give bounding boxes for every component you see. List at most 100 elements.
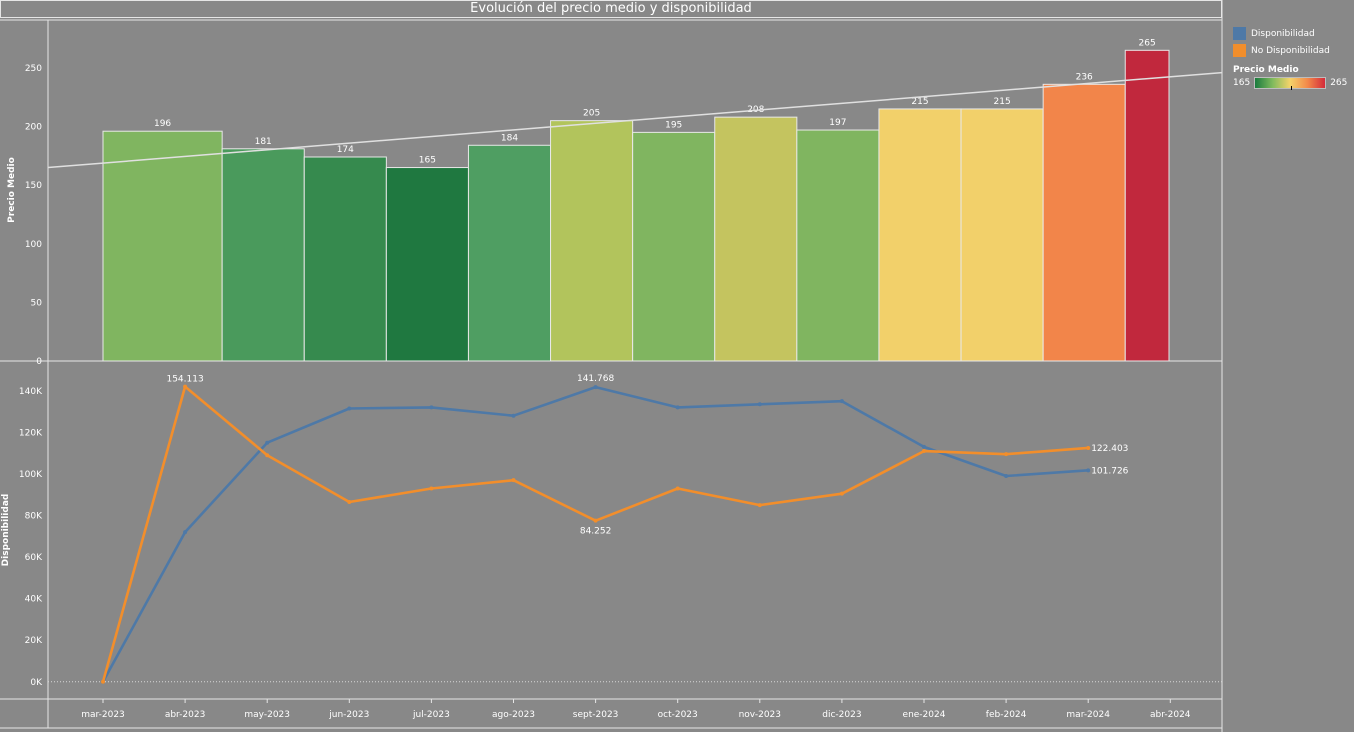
legend-item-availability[interactable]: Disponibilidad — [1233, 25, 1354, 42]
availability-point — [757, 402, 762, 407]
trend-line — [47, 71, 1223, 169]
availability-data-label: 101.726 — [1091, 466, 1128, 476]
no-availability-point — [839, 491, 844, 496]
no-availability-point — [101, 679, 105, 684]
no-availability-point — [183, 384, 188, 389]
x-tick-label: jul-2023 — [412, 710, 450, 720]
price-bar-label: 197 — [829, 118, 846, 128]
no-availability-point — [1086, 445, 1091, 450]
price-y-tick-label: 100 — [25, 240, 42, 250]
x-tick-label: sept-2023 — [573, 710, 619, 720]
x-tick-label: oct-2023 — [658, 710, 698, 720]
price-y-tick-label: 150 — [25, 181, 42, 191]
price-bar-labels: 196181174165184205195208197215215236265 — [154, 38, 1156, 165]
price-bar — [632, 131, 716, 362]
x-tick-label: abr-2024 — [1150, 710, 1191, 720]
price-bar-label: 196 — [154, 119, 171, 129]
x-tick-label: dic-2023 — [822, 710, 861, 720]
availability-data-label: 154.113 — [166, 375, 203, 385]
x-tick-label: ago-2023 — [492, 710, 535, 720]
x-tick-label: ene-2024 — [903, 710, 946, 720]
availability-point — [1004, 474, 1009, 478]
no-availability-point — [675, 486, 680, 491]
no-availability-point — [1004, 452, 1009, 457]
price-bar-label: 215 — [911, 97, 928, 107]
no-availability-point — [593, 518, 598, 523]
price-bar — [714, 116, 798, 362]
legend-label: No Disponibilidad — [1251, 45, 1330, 56]
no-availability-point — [922, 449, 926, 454]
availability-point — [922, 444, 926, 449]
color-ramp-title: Precio Medio — [1233, 65, 1299, 75]
no-availability-point — [511, 478, 516, 483]
price-bar-label: 174 — [337, 145, 354, 155]
price-y-axis: 0 50 100 150 200 250 — [25, 64, 42, 367]
no-availability-point — [429, 486, 434, 491]
x-tick-label: mar-2024 — [1066, 710, 1110, 720]
availability-data-label: 141.768 — [577, 374, 614, 384]
legend: Disponibilidad No Disponibilidad Precio … — [1233, 25, 1354, 90]
price-bar-label: 184 — [501, 133, 518, 143]
price-y-tick-label: 250 — [25, 64, 42, 74]
availability-y-tick-label: 100K — [19, 470, 43, 480]
availability-point — [1086, 468, 1091, 473]
price-y-tick-label: 50 — [31, 298, 43, 308]
availability-point — [511, 413, 516, 418]
y-axis-title-price: Precio Medio — [7, 157, 17, 223]
availability-point — [183, 530, 188, 535]
availability-point — [429, 405, 434, 410]
color-ramp-min: 165 — [1233, 78, 1251, 88]
price-bars — [102, 49, 1170, 362]
price-bar — [102, 130, 223, 362]
legend-swatch-blue — [1233, 27, 1246, 40]
price-bar — [960, 108, 1044, 362]
color-ramp-bar — [1254, 77, 1327, 90]
availability-y-tick-label: 40K — [25, 595, 43, 605]
legend-item-no-availability[interactable]: No Disponibilidad — [1233, 42, 1354, 59]
color-ramp-max: 265 — [1330, 78, 1348, 88]
color-ramp: 165 265 — [1233, 77, 1354, 90]
y-axis-title-availability: Disponibilidad — [1, 494, 11, 567]
x-tick-label: may-2023 — [244, 710, 290, 720]
price-bar — [385, 167, 469, 362]
price-bar-label: 181 — [255, 137, 272, 147]
price-bar — [221, 148, 305, 362]
x-tick-label: feb-2024 — [986, 710, 1027, 720]
availability-y-axis: 0K 20K 40K 60K 80K 100K 120K 140K — [19, 387, 1222, 688]
availability-data-label: 84.252 — [580, 527, 612, 537]
no-availability-point — [347, 499, 352, 504]
price-y-tick-label: 0 — [36, 357, 42, 367]
availability-point — [675, 405, 680, 410]
price-y-tick-label: 200 — [25, 123, 42, 133]
month-x-axis: mar-2023 abr-2023 may-2023 jun-2023 jul-2023… — [81, 699, 1191, 720]
availability-y-tick-label: 140K — [19, 387, 43, 397]
price-bar-label: 205 — [583, 109, 600, 119]
availability-data-label: 122.403 — [1091, 444, 1128, 454]
availability-y-tick-label: 120K — [19, 428, 43, 438]
x-tick-label: abr-2023 — [165, 710, 206, 720]
price-bar — [303, 156, 387, 362]
price-bar — [878, 108, 962, 362]
availability-annotations: 154.113 141.768 84.252 122.403 101.726 — [166, 374, 1128, 537]
legend-swatch-orange — [1233, 44, 1246, 57]
availability-point — [347, 406, 352, 411]
price-bar-label: 165 — [419, 156, 436, 166]
price-bar-label: 195 — [665, 120, 682, 130]
no-availability-point — [757, 503, 762, 508]
availability-lines — [101, 384, 1091, 684]
price-bar-label: 236 — [1076, 72, 1093, 82]
price-bar-label: 265 — [1139, 38, 1156, 48]
price-bar — [1124, 49, 1170, 362]
x-tick-label: mar-2023 — [81, 710, 125, 720]
x-tick-label: jun-2023 — [328, 710, 369, 720]
legend-label: Disponibilidad — [1251, 28, 1315, 39]
price-bar — [550, 120, 634, 362]
price-trend-line — [47, 71, 1223, 169]
availability-y-tick-label: 0K — [30, 678, 43, 688]
availability-y-tick-label: 20K — [25, 636, 43, 646]
availability-point — [593, 385, 598, 390]
price-bar-label: 215 — [994, 97, 1011, 107]
x-tick-label: nov-2023 — [739, 710, 781, 720]
price-bar — [1042, 83, 1126, 362]
availability-y-tick-label: 80K — [25, 511, 43, 521]
